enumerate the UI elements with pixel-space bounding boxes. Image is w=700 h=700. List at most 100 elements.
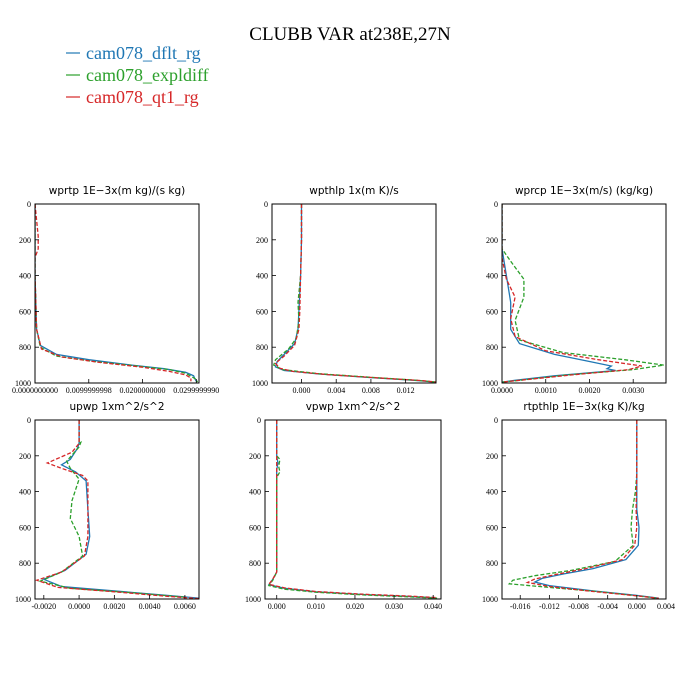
- x-tick-label: 0.030: [385, 602, 403, 611]
- series-line-1: [267, 420, 434, 599]
- x-tick-label: -0.016: [510, 602, 531, 611]
- x-tick-label: -0.0020: [31, 602, 56, 611]
- figure-title: CLUBB VAR at238E,27N: [249, 24, 451, 45]
- y-tick-label: 1000: [15, 379, 31, 388]
- x-tick-label: 0.008: [362, 386, 380, 395]
- series-line-3: [502, 204, 643, 383]
- x-tick-label: 0.010: [307, 602, 325, 611]
- y-tick-label: 200: [486, 236, 498, 245]
- y-tick-label: 200: [486, 452, 498, 461]
- y-tick-label: 200: [19, 236, 31, 245]
- plot-frame: [501, 419, 667, 600]
- x-tick-label: 0.0010: [535, 386, 557, 395]
- x-tick-label: -0.008: [568, 602, 589, 611]
- x-tick-label: 0.004: [657, 602, 675, 611]
- legend-label-dflt: cam078_dflt_rg: [86, 43, 201, 63]
- series-line-2: [38, 420, 185, 598]
- x-tick-label: 0.0020: [103, 602, 125, 611]
- x-tick-label: 0.0200000000: [120, 386, 166, 395]
- legend-item-qt1: cam078_qt1_rg: [66, 87, 199, 107]
- plot-frame: [271, 203, 437, 384]
- y-tick-label: 800: [249, 559, 261, 568]
- x-tick-label: 0.000: [293, 386, 311, 395]
- panel-title: rtpthlp 1E−3x(kg K)/kg: [523, 401, 644, 413]
- series-group: [35, 204, 199, 383]
- x-tick-label: -0.004: [597, 602, 618, 611]
- y-tick-label: 400: [19, 272, 31, 281]
- series-line-3: [35, 204, 192, 382]
- x-tick-label: 0.0040: [139, 602, 161, 611]
- y-tick-label: 400: [256, 272, 268, 281]
- x-tick-label: 0.0099999998: [66, 386, 112, 395]
- x-tick-label: 0.0000: [68, 602, 90, 611]
- x-tick-label: 0.000: [628, 602, 646, 611]
- y-tick-label: 600: [256, 307, 268, 316]
- y-tick-label: 1000: [15, 595, 31, 604]
- plot-frame: [34, 203, 200, 384]
- figure-legend: cam078_dflt_rg cam078_expldiff cam078_qt…: [66, 43, 209, 107]
- panel-title: wprtp 1E−3x(m kg)/(s kg): [49, 185, 186, 197]
- x-tick-label: 0.020: [346, 602, 364, 611]
- plot-frame: [501, 203, 667, 384]
- panel-6: rtpthlp 1E−3x(kg K)/kg -0.016 -0.012 -0.008…: [482, 401, 675, 611]
- series-line-1: [532, 420, 659, 599]
- y-tick-label: 400: [486, 488, 498, 497]
- plot-frame: [34, 419, 200, 600]
- x-tick-label: 0.0060: [174, 602, 196, 611]
- series-line-2: [502, 204, 664, 383]
- series-line-3: [267, 420, 438, 599]
- x-tick-label: 0.012: [397, 386, 415, 395]
- series-line-2: [272, 204, 436, 383]
- series-group: [502, 204, 664, 383]
- y-tick-label: 0: [494, 416, 498, 425]
- x-tick-label: 0.0030: [622, 386, 644, 395]
- y-tick-label: 800: [486, 559, 498, 568]
- panel-title: vpwp 1xm^2/s^2: [306, 401, 401, 413]
- panels: wprtp 1E−3x(m kg)/(s kg)0.0000000000 0.00…: [12, 185, 675, 611]
- legend-label-expldiff: cam078_expldiff: [86, 65, 209, 85]
- series-line-3: [274, 204, 436, 383]
- x-tick-label: 0.0020: [578, 386, 600, 395]
- series-line-1: [42, 420, 199, 599]
- x-tick-label: -0.012: [539, 602, 560, 611]
- y-tick-label: 600: [486, 307, 498, 316]
- y-tick-label: 0: [257, 416, 261, 425]
- y-tick-label: 0: [27, 416, 31, 425]
- panel-4: upwp 1xm^2/s^2 -0.0020 0.0000 0.0020 0.0040 0…: [15, 401, 200, 611]
- y-tick-label: 600: [19, 523, 31, 532]
- y-tick-label: 400: [249, 488, 261, 497]
- x-tick-label: 0.0299999990: [173, 386, 219, 395]
- y-tick-label: 800: [19, 559, 31, 568]
- y-tick-label: 600: [249, 523, 261, 532]
- y-tick-label: 1000: [482, 379, 498, 388]
- x-tick-label: 0.040: [424, 602, 442, 611]
- series-line-1: [35, 204, 197, 382]
- panel-5: vpwp 1xm^2/s^2 0.000 0.010 0.020 0.030 0.040 0…: [245, 401, 442, 611]
- panel-title: upwp 1xm^2/s^2: [70, 401, 165, 413]
- y-tick-label: 0: [494, 200, 498, 209]
- x-tick-label: 0.0000: [491, 386, 513, 395]
- series-line-3: [525, 420, 659, 599]
- panel-2: wpthlp 1x(m K)/s 0.000 0.004 0.008 0.012 0 200…: [252, 185, 437, 395]
- series-group: [35, 420, 199, 599]
- series-line-3: [35, 420, 199, 599]
- legend-item-dflt: cam078_dflt_rg: [66, 43, 201, 63]
- y-tick-label: 600: [19, 307, 31, 316]
- y-tick-label: 200: [19, 452, 31, 461]
- panel-1: wprtp 1E−3x(m kg)/(s kg) 0.0000000000 0.00…: [12, 185, 219, 395]
- panel-title: wprcp 1E−3x(m/s) (kg/kg): [515, 185, 653, 197]
- y-tick-label: 1000: [245, 595, 261, 604]
- y-tick-label: 200: [256, 236, 268, 245]
- series-group: [507, 420, 659, 599]
- y-tick-label: 0: [264, 200, 268, 209]
- series-group: [272, 204, 436, 383]
- series-line-2: [507, 420, 659, 599]
- y-tick-label: 1000: [482, 595, 498, 604]
- plot-frame: [264, 419, 442, 600]
- y-tick-label: 200: [249, 452, 261, 461]
- y-tick-label: 800: [486, 343, 498, 352]
- panel-3: wprcp 1E−3x(m/s) (kg/kg) 0.0000 0.0010 0.00…: [482, 185, 667, 395]
- series-line-2: [267, 420, 438, 599]
- y-tick-label: 400: [486, 272, 498, 281]
